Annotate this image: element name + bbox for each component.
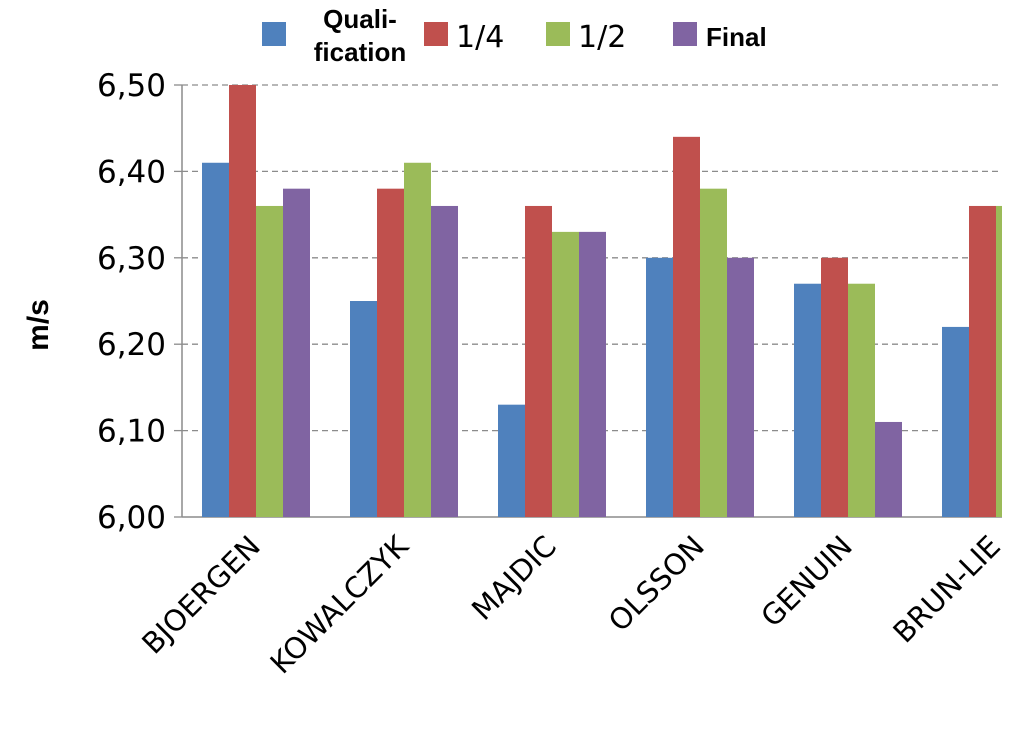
y-axis-label: m/s <box>22 299 55 351</box>
legend-label: Quali- <box>323 4 397 34</box>
bar-genuin-0 <box>794 283 821 517</box>
y-tick-label: 6,10 <box>97 414 166 450</box>
legend-label: 1/2 <box>578 20 626 55</box>
bar-genuin-2 <box>848 283 875 517</box>
legend-swatch <box>262 22 286 46</box>
category-label: KOWALCZYK <box>263 528 415 680</box>
bar-genuin-3 <box>875 421 902 517</box>
legend-label: fication <box>314 37 406 67</box>
bar-olsson-2 <box>700 188 727 517</box>
bar-genuin-1 <box>821 257 848 517</box>
y-tick-label: 6,20 <box>97 327 166 363</box>
bars <box>202 85 1002 517</box>
bar-bjoergen-2 <box>256 205 283 517</box>
bar-brun-lie-2 <box>996 205 1002 517</box>
legend-label: 1/4 <box>456 20 504 55</box>
bar-olsson-1 <box>673 136 700 517</box>
bar-olsson-3 <box>727 257 754 517</box>
legend: Quali-fication 1/4 1/2 Final <box>262 4 767 67</box>
y-tick-label: 6,50 <box>97 68 166 104</box>
legend-label: Final <box>706 22 767 52</box>
bar-brun-lie-1 <box>969 205 996 517</box>
y-tick-label: 6,40 <box>97 154 166 190</box>
category-label: OLSSON <box>602 529 711 638</box>
bar-kowalczyk-3 <box>431 205 458 517</box>
bar-majdic-0 <box>498 404 525 517</box>
bar-brun-lie-0 <box>942 326 969 517</box>
bar-majdic-2 <box>552 231 579 517</box>
y-tick-label: 6,00 <box>97 500 166 536</box>
bar-majdic-3 <box>579 231 606 517</box>
legend-swatch <box>546 22 570 46</box>
bar-kowalczyk-0 <box>350 301 377 517</box>
category-label: BRUN-LIE <box>886 529 1007 650</box>
bar-majdic-1 <box>525 205 552 517</box>
bar-bjoergen-0 <box>202 162 229 517</box>
bar-kowalczyk-2 <box>404 162 431 517</box>
category-label: MAJDIC <box>465 529 563 627</box>
legend-swatch <box>424 22 448 46</box>
y-tick-labels: 6,00 6,10 6,20 6,30 6,40 6,50 <box>97 68 166 536</box>
bar-bjoergen-3 <box>283 188 310 517</box>
category-label: GENUIN <box>754 529 859 634</box>
bar-olsson-0 <box>646 257 673 517</box>
category-label: BJOERGEN <box>135 529 267 661</box>
bar-kowalczyk-1 <box>377 188 404 517</box>
y-tick-label: 6,30 <box>97 241 166 277</box>
legend-swatch <box>673 22 697 46</box>
bar-bjoergen-1 <box>229 85 256 517</box>
